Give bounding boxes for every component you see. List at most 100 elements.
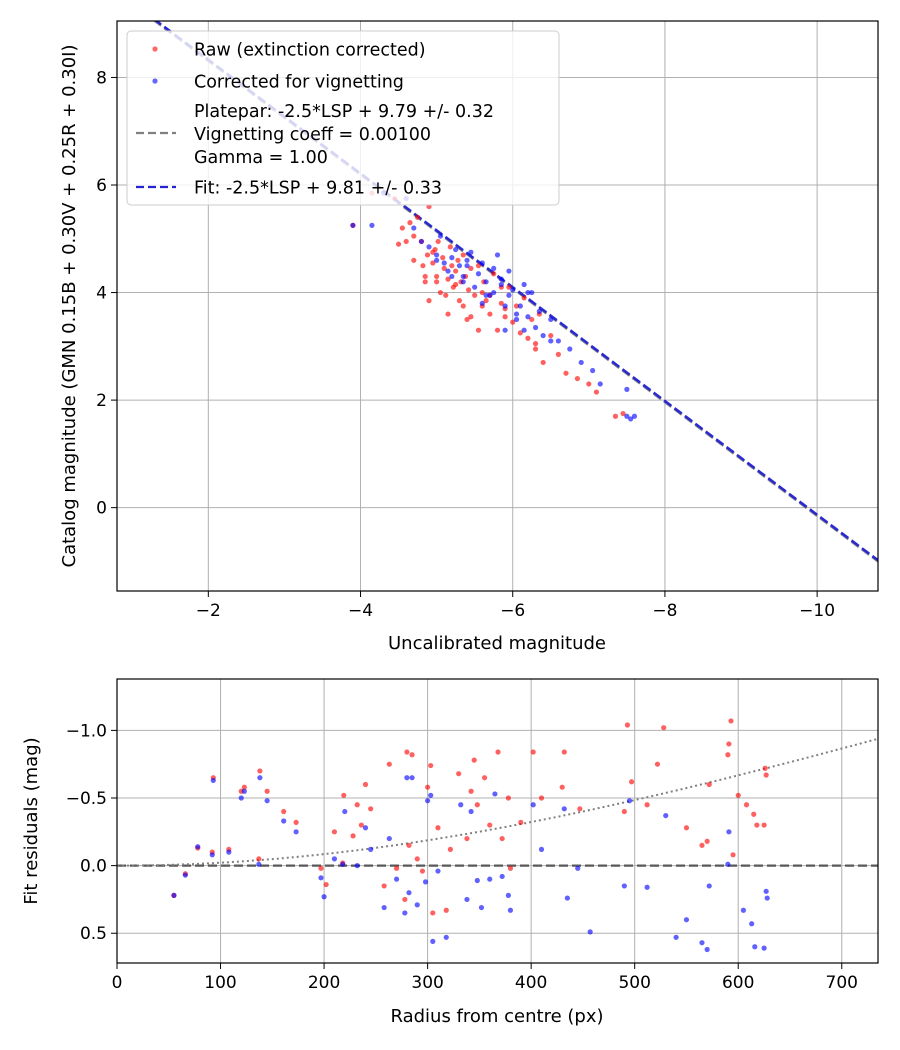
bottom-corrected-points — [171, 775, 770, 953]
corrected-point — [513, 311, 520, 317]
corrected-point — [483, 292, 489, 298]
raw-point — [420, 263, 426, 269]
raw-point — [443, 292, 449, 298]
raw-point — [472, 292, 478, 298]
corrected-point — [567, 346, 573, 352]
raw-point — [256, 856, 262, 862]
raw-point — [624, 722, 631, 728]
corrected-point — [445, 268, 451, 274]
raw-point — [318, 865, 324, 871]
corrected-point — [350, 222, 356, 228]
raw-point — [510, 319, 516, 325]
raw-point — [530, 749, 536, 755]
raw-point — [435, 825, 441, 831]
corrected-point — [340, 861, 346, 867]
top-y-axis-label: Catalog magnitude (GMN 0.15B + 0.30V + 0… — [59, 44, 80, 567]
corrected-point — [402, 910, 408, 916]
raw-point — [426, 298, 432, 304]
corrected-point — [257, 775, 263, 781]
corrected-point — [525, 314, 531, 320]
corrected-point — [293, 829, 299, 835]
raw-point — [563, 370, 569, 376]
corrected-point — [464, 257, 470, 263]
corrected-point — [525, 289, 531, 296]
corrected-point — [460, 279, 466, 285]
corrected-point — [456, 263, 463, 269]
raw-point — [460, 303, 466, 309]
y-tick-label: −1.0 — [66, 721, 107, 741]
raw-point — [495, 749, 501, 755]
raw-point — [434, 279, 440, 285]
raw-point — [358, 822, 364, 828]
corrected-point — [468, 808, 474, 815]
corrected-point — [761, 945, 767, 951]
corrected-point — [406, 890, 412, 896]
x-tick-label: 300 — [411, 973, 443, 993]
raw-point — [257, 768, 263, 774]
raw-point — [453, 268, 459, 274]
y-tick-label: 4 — [96, 284, 107, 304]
corrected-point — [628, 416, 634, 422]
raw-point — [445, 311, 451, 317]
raw-point — [293, 819, 299, 825]
corrected-point — [441, 260, 447, 266]
raw-point — [445, 276, 451, 282]
corrected-point — [507, 907, 514, 913]
raw-point — [628, 779, 635, 785]
raw-point — [430, 910, 436, 916]
x-tick-label: 100 — [204, 973, 236, 993]
raw-point — [762, 765, 768, 771]
raw-point — [481, 775, 488, 781]
x-tick-label: −2 — [196, 601, 221, 621]
raw-point — [281, 808, 287, 815]
raw-point — [483, 298, 489, 304]
corrected-point — [479, 300, 485, 306]
corrected-point — [434, 252, 440, 258]
raw-point — [341, 792, 347, 798]
corrected-point — [590, 367, 596, 374]
raw-point — [468, 788, 474, 794]
raw-point — [471, 757, 477, 763]
raw-point — [395, 241, 402, 247]
y-tick-label: 0.0 — [80, 857, 107, 877]
corrected-point — [532, 324, 539, 331]
raw-point — [406, 842, 412, 848]
corrected-point — [386, 835, 392, 842]
raw-point — [456, 298, 463, 304]
corrected-point — [561, 806, 567, 812]
x-tick-label: −6 — [500, 601, 525, 621]
raw-point — [428, 762, 434, 769]
corrected-point — [704, 946, 710, 953]
corrected-point — [479, 260, 485, 266]
corrected-point — [281, 818, 287, 824]
raw-point — [661, 725, 667, 731]
corrected-point — [510, 287, 516, 293]
raw-point — [350, 833, 356, 839]
raw-point — [555, 351, 561, 357]
legend-platepar-line-3: Gamma = 1.00 — [194, 148, 328, 168]
corrected-point — [483, 279, 489, 285]
corrected-point — [430, 938, 436, 944]
corrected-point — [564, 895, 570, 901]
raw-point — [479, 289, 485, 296]
raw-point — [425, 784, 431, 790]
raw-point — [586, 381, 592, 387]
raw-point — [453, 281, 459, 288]
raw-point — [699, 842, 705, 848]
corrected-point — [318, 875, 324, 881]
legend-raw-label: Raw (extinction corrected) — [194, 41, 426, 61]
raw-point — [399, 225, 405, 231]
corrected-point — [706, 883, 712, 889]
top-legend: Raw (extinction corrected) Corrected for… — [126, 30, 560, 206]
raw-point — [424, 252, 431, 258]
raw-point — [644, 802, 650, 808]
corrected-point — [475, 271, 482, 277]
corrected-point — [354, 863, 360, 869]
corrected-point — [621, 883, 627, 889]
corrected-point — [624, 386, 630, 392]
x-tick-label: 700 — [826, 973, 858, 993]
raw-point — [354, 802, 360, 808]
raw-point — [393, 865, 400, 871]
raw-point — [411, 257, 417, 263]
